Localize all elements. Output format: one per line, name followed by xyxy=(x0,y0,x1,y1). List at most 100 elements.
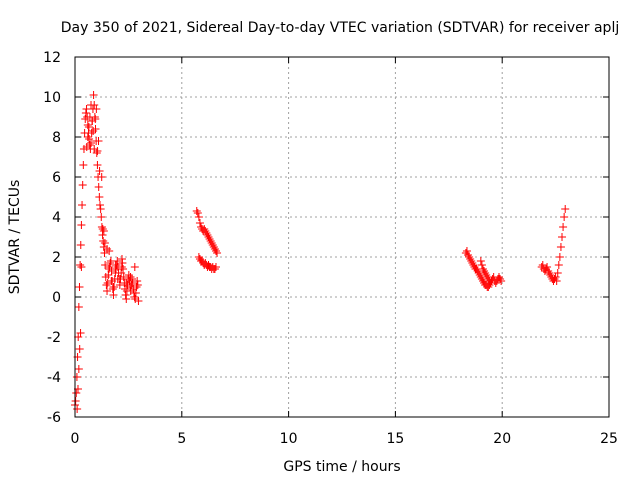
data-point xyxy=(119,265,128,273)
data-point xyxy=(209,243,218,251)
data-point xyxy=(77,221,86,229)
y-tick-label: 0 xyxy=(52,290,61,306)
data-point xyxy=(466,255,475,263)
data-point xyxy=(113,275,122,283)
data-point xyxy=(467,257,476,265)
data-point xyxy=(84,123,93,131)
data-point xyxy=(462,247,471,255)
data-point xyxy=(93,147,102,155)
data-point xyxy=(115,281,124,289)
data-point xyxy=(94,137,103,145)
data-point xyxy=(117,263,126,271)
data-point xyxy=(98,225,107,233)
data-point xyxy=(193,209,202,217)
data-point xyxy=(72,389,81,397)
data-point xyxy=(87,129,96,137)
data-point xyxy=(201,227,210,235)
y-tick-label: -2 xyxy=(47,330,61,346)
data-point xyxy=(558,233,567,241)
x-tick-label: 0 xyxy=(71,431,80,447)
data-point xyxy=(90,145,99,153)
data-point xyxy=(119,273,128,281)
data-point xyxy=(77,263,86,271)
data-point xyxy=(89,127,98,135)
data-point xyxy=(87,139,96,147)
chart-title: Day 350 of 2021, Sidereal Day-to-day VTE… xyxy=(61,20,619,36)
data-point xyxy=(202,229,211,237)
data-point xyxy=(461,249,470,257)
data-point xyxy=(556,243,565,251)
data-point xyxy=(544,267,553,275)
data-point xyxy=(104,271,113,279)
data-point xyxy=(464,251,473,259)
data-point xyxy=(97,213,106,221)
data-point xyxy=(71,397,80,405)
data-point xyxy=(478,265,487,273)
data-point xyxy=(481,269,490,277)
y-tick-label: 2 xyxy=(52,250,61,266)
data-point xyxy=(95,201,104,209)
data-point xyxy=(541,265,550,273)
data-point xyxy=(555,253,564,261)
data-point xyxy=(99,237,108,245)
data-point xyxy=(561,205,570,213)
data-point xyxy=(204,233,213,241)
y-tick-label: 6 xyxy=(52,170,61,186)
data-point xyxy=(206,237,215,245)
data-point xyxy=(210,245,219,253)
data-point xyxy=(92,105,101,113)
data-point xyxy=(551,273,560,281)
data-point xyxy=(207,239,216,247)
data-point xyxy=(482,271,491,279)
data-point xyxy=(205,235,214,243)
data-point xyxy=(87,101,96,109)
x-axis-label: GPS time / hours xyxy=(283,459,400,475)
data-point xyxy=(103,287,112,295)
data-point xyxy=(476,257,485,265)
data-point xyxy=(97,173,106,181)
x-tick-label: 5 xyxy=(177,431,186,447)
data-point xyxy=(88,117,97,125)
data-point xyxy=(550,275,559,283)
data-point xyxy=(74,303,83,311)
data-point xyxy=(194,253,203,261)
plot-frame xyxy=(74,56,610,418)
data-point xyxy=(201,259,210,267)
data-point xyxy=(497,277,506,285)
data-point xyxy=(78,201,87,209)
data-point xyxy=(75,283,84,291)
data-point xyxy=(132,283,141,291)
y-tick-label: -6 xyxy=(47,410,61,426)
data-point xyxy=(107,277,116,285)
data-point xyxy=(105,263,114,271)
data-point xyxy=(111,261,120,269)
data-point xyxy=(83,133,92,141)
data-point xyxy=(200,225,209,233)
data-point xyxy=(559,223,568,231)
y-tick-label: 4 xyxy=(52,210,61,226)
data-point xyxy=(72,373,81,381)
data-point xyxy=(100,239,109,247)
data-point xyxy=(109,283,118,291)
data-point xyxy=(81,109,90,117)
data-point xyxy=(83,121,92,129)
data-point xyxy=(484,283,493,291)
data-point xyxy=(81,115,90,123)
x-tick-label: 25 xyxy=(600,431,618,447)
data-point xyxy=(128,275,137,283)
data-point xyxy=(194,213,203,221)
data-point xyxy=(102,281,111,289)
data-point xyxy=(211,247,220,255)
data-point xyxy=(106,259,115,267)
data-point xyxy=(560,213,569,221)
x-tick-label: 15 xyxy=(386,431,404,447)
data-point xyxy=(99,243,108,251)
data-point xyxy=(76,329,85,337)
data-point xyxy=(126,273,135,281)
data-series-sdtvar xyxy=(71,91,570,413)
data-point xyxy=(74,365,83,373)
data-point xyxy=(545,269,554,277)
data-point xyxy=(469,261,478,269)
data-point xyxy=(75,345,84,353)
y-tick-label: 8 xyxy=(52,130,61,146)
